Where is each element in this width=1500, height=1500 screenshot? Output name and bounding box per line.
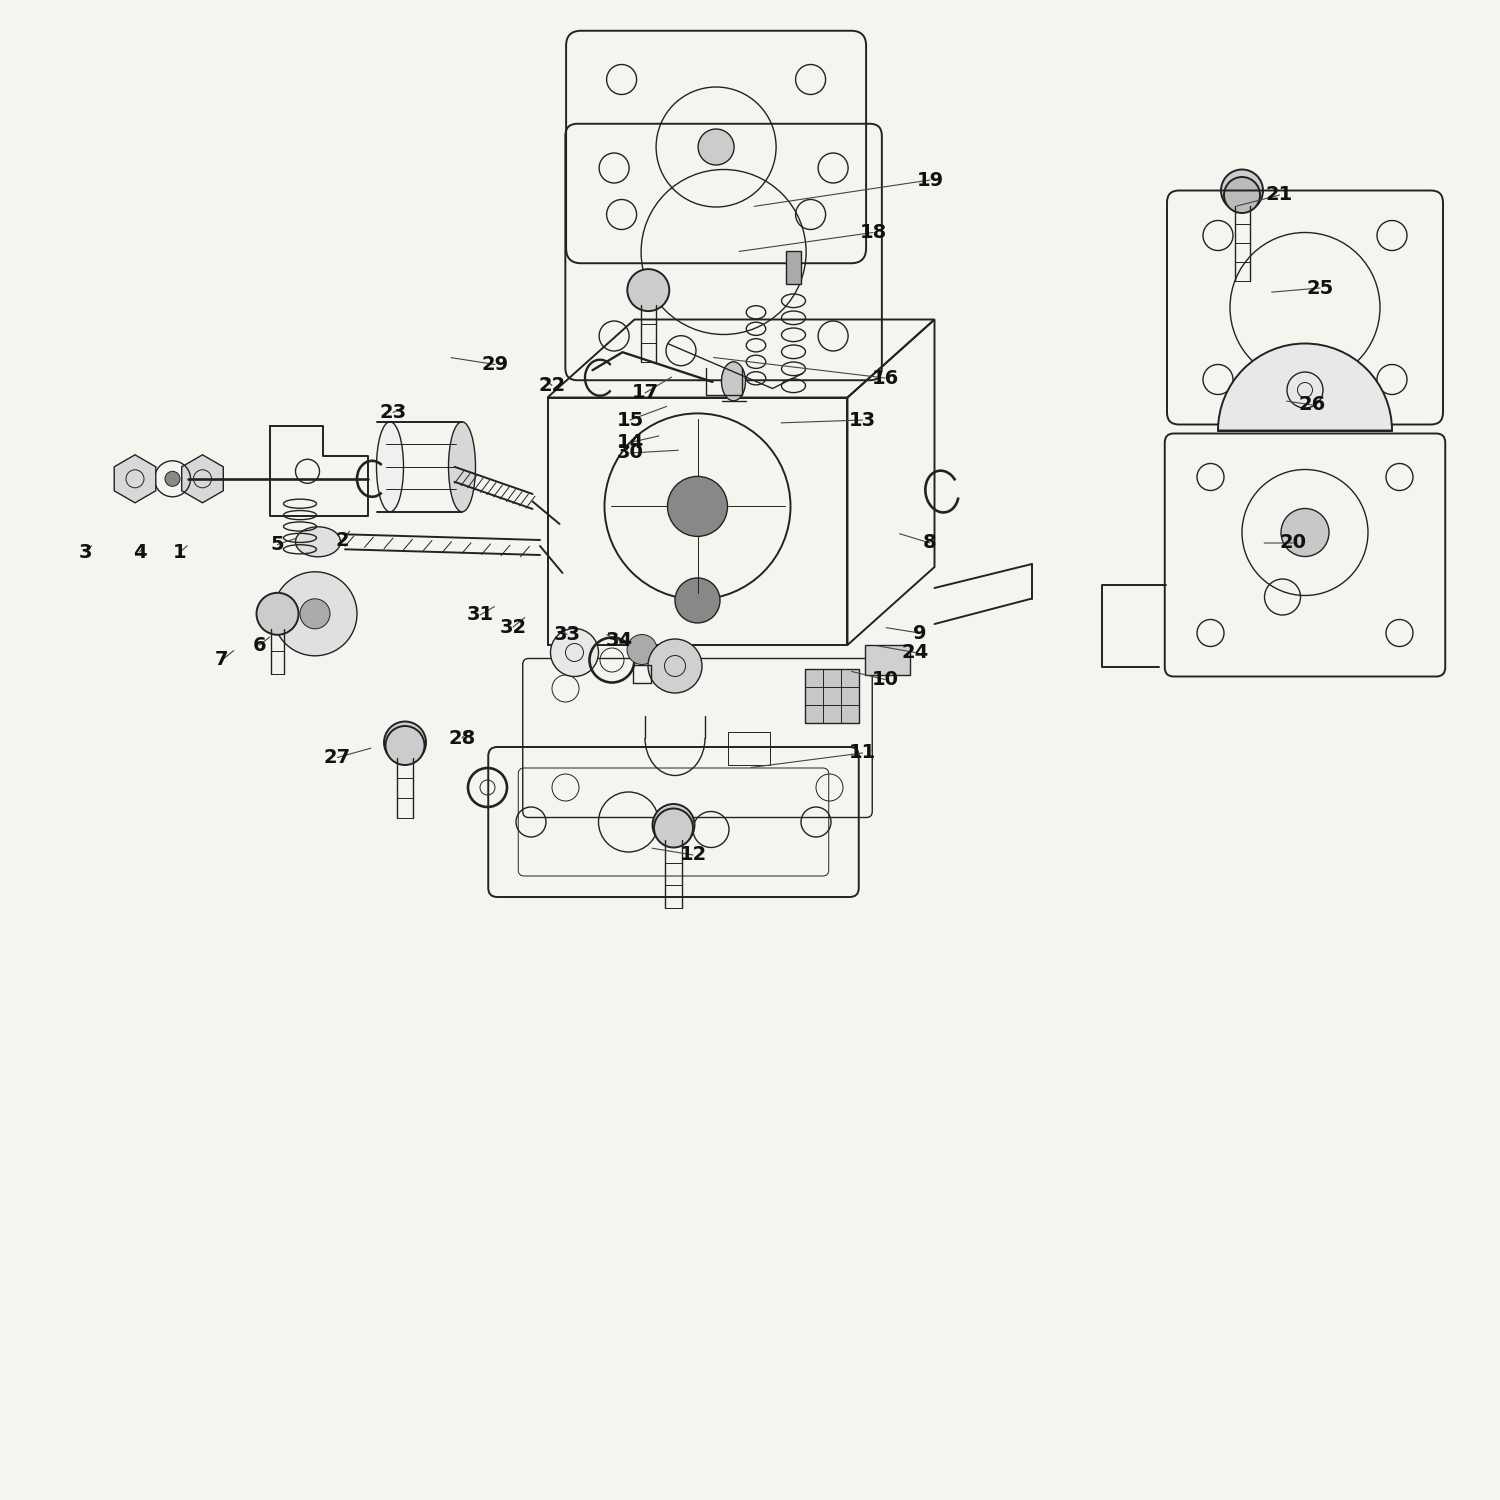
Text: 32: 32 [500,618,526,636]
Circle shape [627,268,669,310]
Circle shape [300,598,330,628]
Text: 30: 30 [616,444,644,462]
Circle shape [1281,509,1329,556]
Ellipse shape [296,526,340,556]
Text: 29: 29 [482,356,508,374]
Circle shape [652,804,694,846]
Circle shape [273,572,357,656]
Text: 4: 4 [132,543,147,561]
Text: 20: 20 [1280,534,1306,552]
Text: 25: 25 [1306,279,1334,297]
Text: 27: 27 [324,748,351,766]
Text: 24: 24 [902,644,928,662]
Circle shape [165,471,180,486]
Circle shape [675,578,720,622]
Text: 31: 31 [466,606,494,624]
Bar [786,251,801,284]
Text: 10: 10 [871,670,898,688]
Polygon shape [182,454,224,503]
Text: 6: 6 [252,636,267,654]
Ellipse shape [376,422,404,512]
Text: 9: 9 [912,624,926,642]
Bar [865,645,910,675]
Text: 11: 11 [849,744,876,762]
Circle shape [384,722,426,764]
Text: 14: 14 [616,433,644,451]
Bar [806,669,859,723]
Circle shape [668,477,728,537]
Circle shape [1224,177,1260,213]
Circle shape [698,129,734,165]
Text: 19: 19 [916,171,944,189]
Text: 13: 13 [849,411,876,429]
Text: 7: 7 [216,651,228,669]
Text: 23: 23 [380,404,406,422]
Text: 2: 2 [334,531,350,549]
Circle shape [550,628,598,676]
Text: 33: 33 [554,626,580,644]
Circle shape [627,634,657,664]
Text: 3: 3 [78,543,93,561]
Text: 15: 15 [616,411,644,429]
Text: 21: 21 [1266,186,1293,204]
Wedge shape [1218,344,1392,430]
Text: 1: 1 [172,543,188,561]
Text: 34: 34 [606,632,633,650]
Ellipse shape [722,362,746,401]
Polygon shape [114,454,156,503]
Text: 12: 12 [680,846,706,864]
Ellipse shape [448,422,476,512]
Circle shape [654,808,693,847]
Circle shape [386,726,424,765]
Text: 17: 17 [632,384,658,402]
Circle shape [1221,170,1263,211]
Circle shape [256,592,298,634]
Text: 26: 26 [1299,396,1326,414]
Bar [728,732,770,765]
Text: 28: 28 [448,729,476,747]
Text: 22: 22 [538,376,566,394]
Text: 8: 8 [922,534,938,552]
Text: 5: 5 [270,536,285,554]
Text: 16: 16 [871,369,898,387]
Text: 18: 18 [859,224,886,242]
Circle shape [648,639,702,693]
